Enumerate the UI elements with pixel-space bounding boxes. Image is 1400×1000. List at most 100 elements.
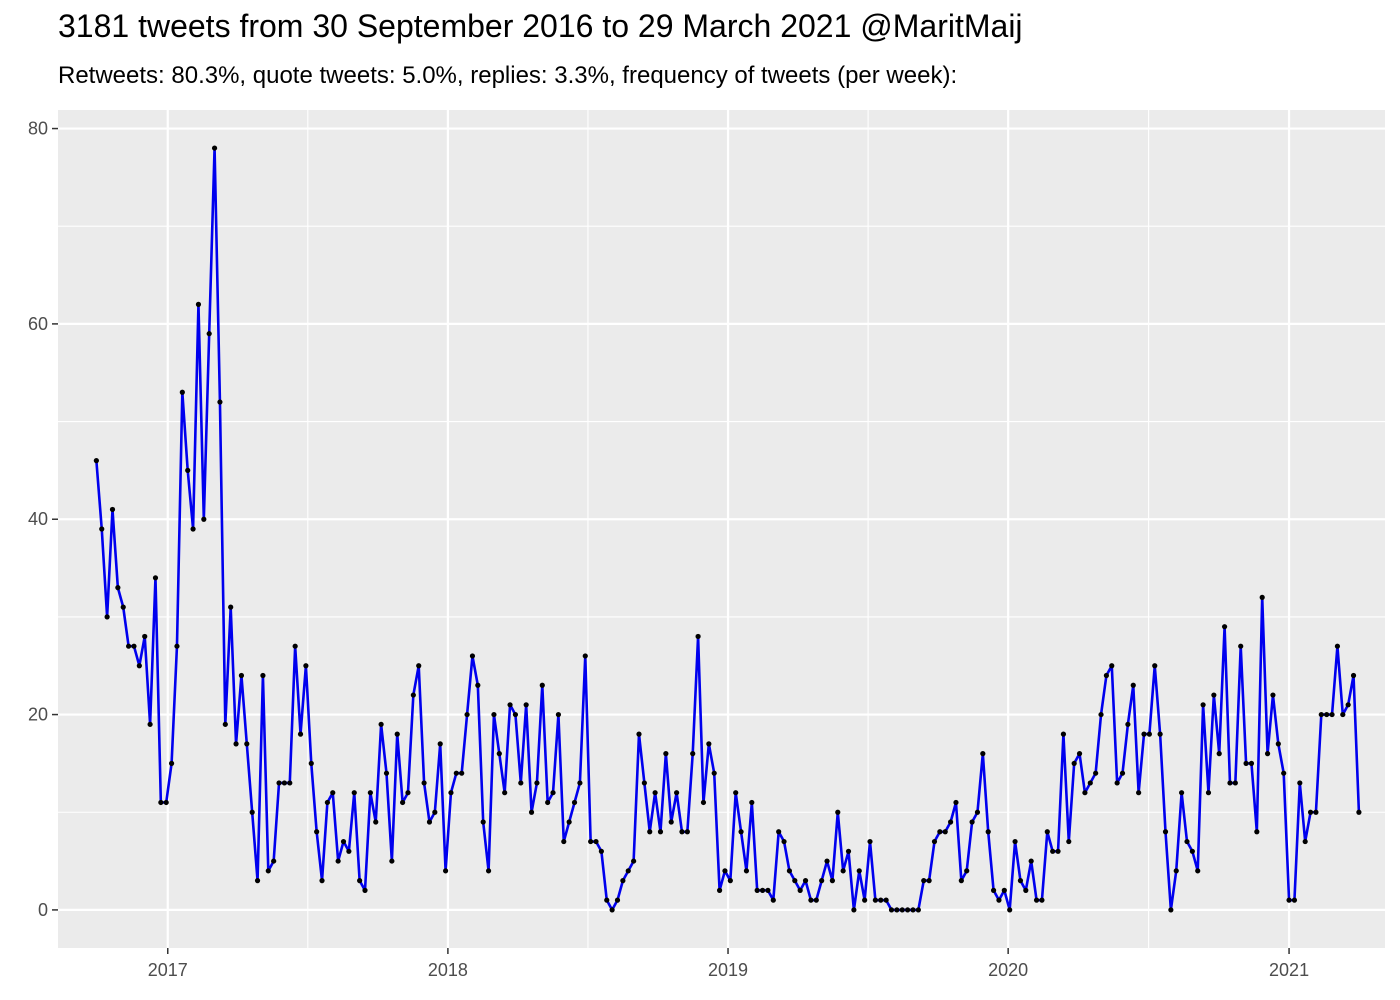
data-point xyxy=(136,663,142,669)
data-point xyxy=(233,741,239,747)
data-point xyxy=(303,663,309,669)
data-point xyxy=(389,858,395,864)
data-point xyxy=(840,868,846,874)
data-point xyxy=(1356,809,1362,815)
data-point xyxy=(657,829,664,835)
data-point xyxy=(1066,838,1072,845)
data-point xyxy=(432,809,438,815)
data-point xyxy=(1093,770,1099,776)
data-point xyxy=(604,897,610,903)
data-point xyxy=(598,848,604,854)
data-point xyxy=(502,790,508,796)
data-point xyxy=(819,878,825,884)
data-point xyxy=(802,878,809,884)
data-point xyxy=(464,711,470,718)
data-point xyxy=(1060,731,1067,737)
data-point xyxy=(1130,682,1136,688)
data-point xyxy=(700,799,707,806)
data-point xyxy=(792,878,798,884)
data-point xyxy=(249,809,255,815)
data-point xyxy=(910,907,916,913)
data-point xyxy=(1007,907,1013,913)
x-tick-label: 2021 xyxy=(1269,960,1309,980)
data-point xyxy=(1324,711,1330,718)
data-point xyxy=(883,897,889,903)
data-point xyxy=(561,838,567,845)
data-point xyxy=(770,897,776,903)
data-point xyxy=(120,604,126,610)
data-point xyxy=(523,702,529,708)
data-point xyxy=(1264,751,1271,757)
data-point xyxy=(1334,643,1341,649)
data-point xyxy=(582,653,588,659)
data-point xyxy=(340,838,347,845)
axes: 0 20 40 60 80 2017 2018 2019 2020 2021 xyxy=(28,119,1309,980)
data-point xyxy=(1103,672,1109,679)
data-point xyxy=(201,516,207,522)
data-point xyxy=(357,878,363,884)
data-point xyxy=(1275,741,1281,747)
data-point xyxy=(1152,663,1158,669)
x-tick-label: 2017 xyxy=(148,960,188,980)
y-tick-label: 80 xyxy=(28,119,48,139)
data-point xyxy=(636,731,642,737)
data-point xyxy=(1141,731,1147,737)
data-point xyxy=(625,868,631,874)
data-point xyxy=(1125,721,1131,727)
data-point xyxy=(1023,887,1029,893)
data-point xyxy=(335,858,341,864)
data-point xyxy=(1189,848,1195,854)
data-point xyxy=(1146,731,1152,737)
data-point xyxy=(550,790,556,796)
data-point xyxy=(953,799,959,806)
data-point xyxy=(351,790,357,796)
data-point xyxy=(571,799,578,806)
data-point xyxy=(1050,848,1056,854)
data-point xyxy=(469,653,476,659)
data-point xyxy=(421,780,427,786)
data-point xyxy=(641,780,647,786)
data-point xyxy=(1291,897,1298,903)
data-point xyxy=(754,887,760,893)
data-point xyxy=(964,868,970,874)
data-point xyxy=(168,760,175,767)
chart-subtitle: Retweets: 80.3%, quote tweets: 5.0%, rep… xyxy=(58,62,958,89)
data-point xyxy=(566,819,572,825)
data-point xyxy=(1259,594,1265,600)
data-point xyxy=(1345,702,1351,708)
data-point xyxy=(1109,663,1115,669)
data-point xyxy=(888,907,895,913)
data-point xyxy=(684,829,690,835)
data-point xyxy=(475,682,481,688)
data-point xyxy=(1232,780,1238,786)
data-point xyxy=(491,711,497,718)
data-point xyxy=(781,838,787,845)
data-point xyxy=(958,878,964,884)
data-point xyxy=(416,663,422,669)
data-point xyxy=(254,878,261,884)
data-point xyxy=(1350,672,1357,679)
data-point xyxy=(211,145,218,151)
data-point xyxy=(373,819,379,825)
data-point xyxy=(915,907,921,913)
y-tick-label: 20 xyxy=(28,705,48,725)
data-point xyxy=(115,585,121,591)
data-point xyxy=(437,741,443,747)
grid-major xyxy=(58,110,1385,948)
data-point xyxy=(1216,751,1222,757)
data-point xyxy=(743,868,750,874)
data-point xyxy=(679,829,685,835)
y-tick-label: 60 xyxy=(28,314,48,334)
data-point xyxy=(426,819,433,825)
data-point xyxy=(1243,760,1249,767)
data-point xyxy=(330,790,336,796)
data-point xyxy=(206,331,212,337)
data-point xyxy=(867,838,873,845)
data-point xyxy=(271,858,277,864)
data-point xyxy=(894,907,900,913)
data-point xyxy=(1184,838,1190,845)
data-point xyxy=(1033,897,1040,903)
data-point xyxy=(109,506,116,513)
data-point xyxy=(797,887,803,893)
